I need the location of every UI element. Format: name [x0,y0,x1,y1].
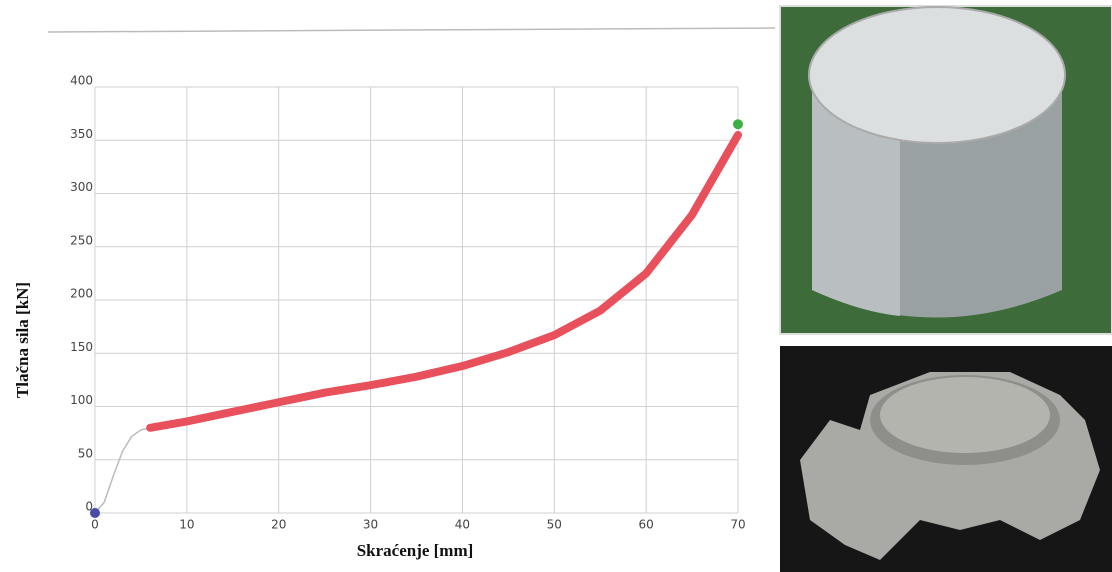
photo-crushed-specimen [780,346,1112,572]
top-rule [47,27,776,33]
y-tick-label: 0 [85,500,93,514]
y-tick-label: 100 [70,393,93,407]
x-tick-label: 20 [271,518,286,532]
x-axis-title: Skraćenje [mm] [357,541,474,560]
x-tick-label: 70 [730,518,745,532]
data-point [90,508,100,518]
y-tick-label: 300 [70,180,93,194]
x-tick-label: 30 [363,518,378,532]
y-axis-title: Tlačna sila [kN] [13,282,32,398]
data-point [733,119,743,130]
x-tick-label: 50 [547,518,562,532]
x-tick-label: 10 [179,518,194,532]
y-tick-label: 200 [70,287,93,301]
data-line [146,130,742,432]
x-tick-label: 40 [455,518,470,532]
y-tick-label: 50 [78,446,93,460]
y-tick-label: 150 [70,340,93,354]
photo-intact-specimen [779,5,1112,335]
y-tick-label: 400 [70,74,93,88]
data-line [94,427,151,514]
x-tick-label: 0 [91,518,99,532]
x-tick-label: 60 [639,518,654,532]
y-tick-label: 250 [70,233,93,247]
y-tick-label: 350 [70,127,93,141]
